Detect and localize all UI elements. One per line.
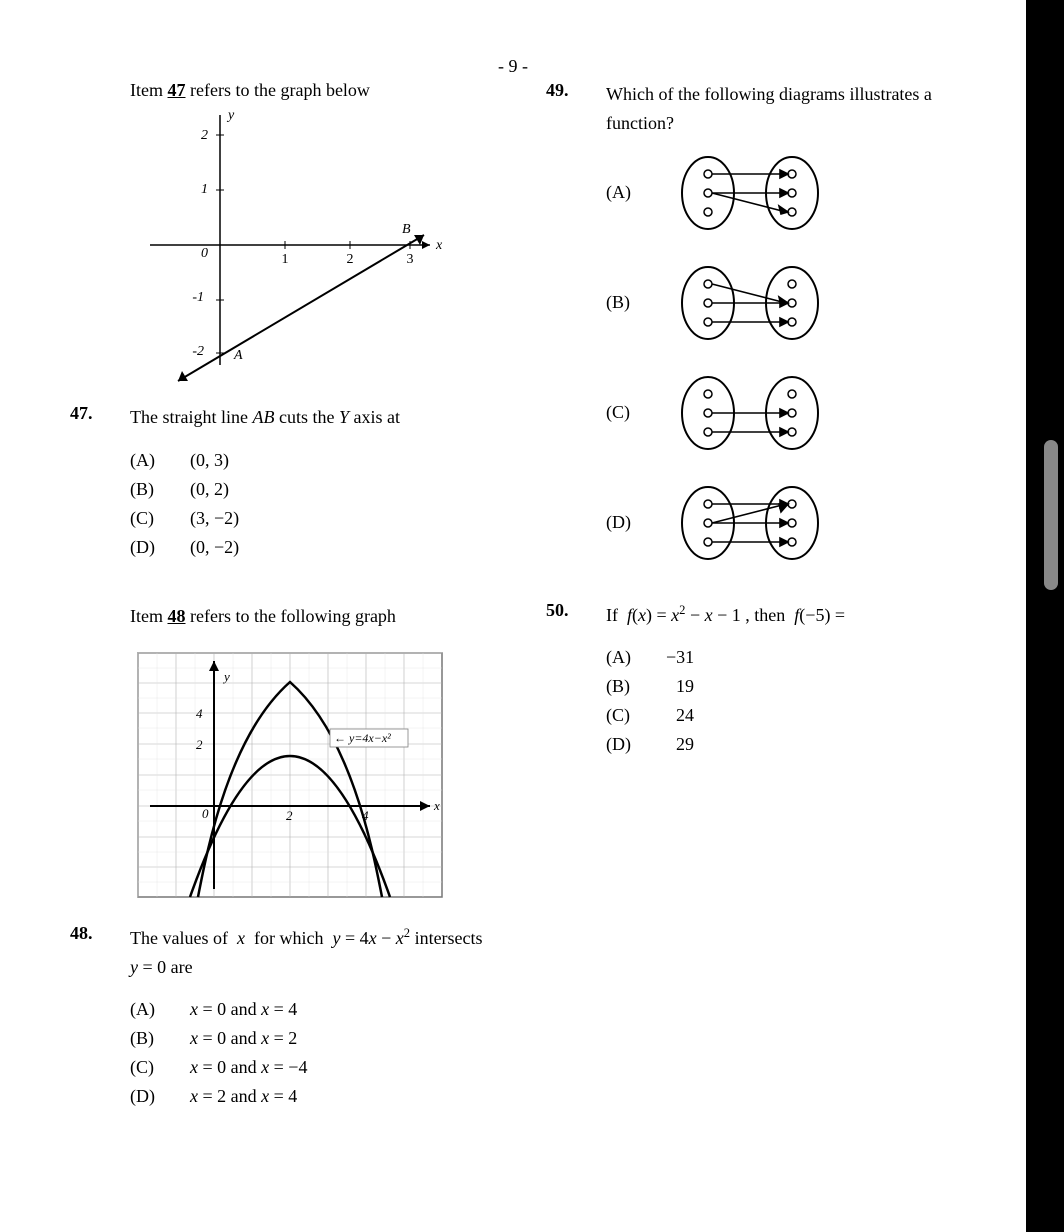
question-number: 47. (70, 403, 110, 424)
graph-48: 0 2 4 2 4 y x (70, 645, 510, 905)
option-a[interactable]: (A)(0, 3) (130, 450, 510, 471)
svg-text:B: B (402, 222, 411, 237)
mapping-diagram-d (670, 482, 830, 564)
mapping-diagram-b (670, 262, 830, 344)
page-number: - 9 - (0, 56, 1026, 77)
svg-text:4: 4 (196, 706, 203, 721)
right-column: 49. Which of the following diagrams illu… (546, 80, 986, 1115)
svg-text:0: 0 (202, 806, 209, 821)
question-text: Which of the following diagrams illustra… (606, 80, 986, 138)
svg-text:x: x (433, 798, 440, 813)
svg-text:y: y (226, 108, 235, 123)
option-a[interactable]: (A)x = 0 and x = 4 (130, 999, 510, 1020)
option-a[interactable]: (A) (606, 152, 986, 234)
question-number: 48. (70, 923, 110, 944)
svg-text:1: 1 (201, 182, 208, 197)
question-text: If f(x) = x2 − x − 1 , then f(−5) = (606, 600, 986, 630)
option-b[interactable]: (B) (606, 262, 986, 344)
question-48: 48. The values of x for which y = 4x − x… (70, 923, 510, 982)
ref-num: 47 (168, 80, 186, 100)
ref-num: 48 (168, 606, 186, 626)
svg-text:x: x (435, 238, 443, 253)
option-d[interactable]: (D)29 (606, 734, 986, 755)
option-d[interactable]: (D)x = 2 and x = 4 (130, 1086, 510, 1107)
svg-text:A: A (233, 348, 243, 363)
graph-47: 2 1 0 -1 -2 1 2 (70, 105, 510, 385)
option-c[interactable]: (C)(3, −2) (130, 508, 510, 529)
option-a[interactable]: (A)−31 (606, 647, 986, 668)
ref-prefix: Item (130, 80, 168, 100)
q48-options: (A)x = 0 and x = 4 (B)x = 0 and x = 2 (C… (130, 999, 510, 1107)
option-d[interactable]: (D) (606, 482, 986, 564)
item-47-reference: Item 47 refers to the graph below (130, 80, 510, 101)
option-b[interactable]: (B)(0, 2) (130, 479, 510, 500)
option-d[interactable]: (D)(0, −2) (130, 537, 510, 558)
ref-suffix: refers to the graph below (186, 80, 370, 100)
question-text: The straight line AB cuts the Y axis at (130, 403, 510, 432)
question-49: 49. Which of the following diagrams illu… (546, 80, 986, 138)
option-c[interactable]: (C) (606, 372, 986, 454)
svg-text:← y=4x−x²: ← y=4x−x² (334, 731, 391, 745)
question-50: 50. If f(x) = x2 − x − 1 , then f(−5) = (546, 600, 986, 630)
svg-text:0: 0 (201, 246, 208, 261)
scrollbar-thumb[interactable] (1044, 440, 1058, 590)
svg-text:1: 1 (282, 252, 289, 267)
right-black-bar (1026, 0, 1064, 1232)
svg-text:y: y (222, 669, 230, 684)
q47-options: (A)(0, 3) (B)(0, 2) (C)(3, −2) (D)(0, −2… (130, 450, 510, 558)
option-c[interactable]: (C)x = 0 and x = −4 (130, 1057, 510, 1078)
svg-text:2: 2 (201, 128, 208, 143)
question-47: 47. The straight line AB cuts the Y axis… (70, 403, 510, 432)
svg-text:2: 2 (196, 737, 203, 752)
mapping-diagram-a (670, 152, 830, 234)
page: - 9 - Item 47 refers to the graph below … (0, 0, 1026, 1232)
graph-48-svg: 0 2 4 2 4 y x (130, 645, 450, 905)
q49-options: (A) (606, 152, 986, 564)
graph-47-svg: 2 1 0 -1 -2 1 2 (130, 105, 450, 385)
question-number: 50. (546, 600, 586, 621)
question-number: 49. (546, 80, 586, 101)
ref-prefix: Item (130, 606, 168, 626)
option-b[interactable]: (B)19 (606, 676, 986, 697)
svg-text:2: 2 (347, 252, 354, 267)
svg-text:2: 2 (286, 808, 293, 823)
option-c[interactable]: (C)24 (606, 705, 986, 726)
svg-text:-1: -1 (192, 290, 204, 305)
q50-options: (A)−31 (B)19 (C)24 (D)29 (606, 647, 986, 755)
mapping-diagram-c (670, 372, 830, 454)
svg-text:3: 3 (407, 252, 414, 267)
ref-suffix: refers to the following graph (186, 606, 396, 626)
svg-text:-2: -2 (192, 344, 204, 359)
option-b[interactable]: (B)x = 0 and x = 2 (130, 1028, 510, 1049)
left-column: Item 47 refers to the graph below 2 1 0 … (70, 80, 510, 1115)
item-48-reference: Item 48 refers to the following graph (130, 606, 510, 627)
question-text: The values of x for which y = 4x − x2 in… (130, 923, 510, 982)
columns: Item 47 refers to the graph below 2 1 0 … (70, 80, 986, 1115)
